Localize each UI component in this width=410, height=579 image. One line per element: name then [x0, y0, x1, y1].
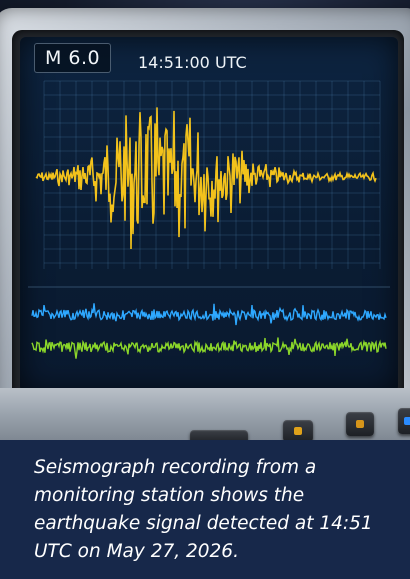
green-channel-trace — [31, 337, 387, 359]
panel-button-1[interactable] — [190, 430, 248, 440]
waveform-plot — [28, 80, 390, 359]
amber-led-icon — [356, 420, 364, 428]
panel-button-3[interactable] — [346, 412, 374, 436]
amber-led-icon — [294, 427, 302, 435]
panel-button-4[interactable] — [398, 408, 410, 434]
primary-seismic-trace — [35, 107, 377, 250]
control-panel — [0, 388, 410, 440]
magnitude-readout: M 6.0 — [34, 43, 112, 73]
seismograph-photo: M 6.0 14:51:00 UTC — [0, 0, 410, 440]
caption-panel: Seismograph recording from a monitoring … — [0, 440, 410, 579]
blue-led-icon — [404, 417, 410, 425]
caption-text: Seismograph recording from a monitoring … — [34, 457, 373, 562]
panel-button-2[interactable] — [283, 420, 313, 440]
blue-channel-trace — [31, 303, 387, 326]
seismograph-screen: M 6.0 14:51:00 UTC — [20, 37, 398, 392]
timestamp-readout: 14:51:00 UTC — [138, 53, 247, 72]
